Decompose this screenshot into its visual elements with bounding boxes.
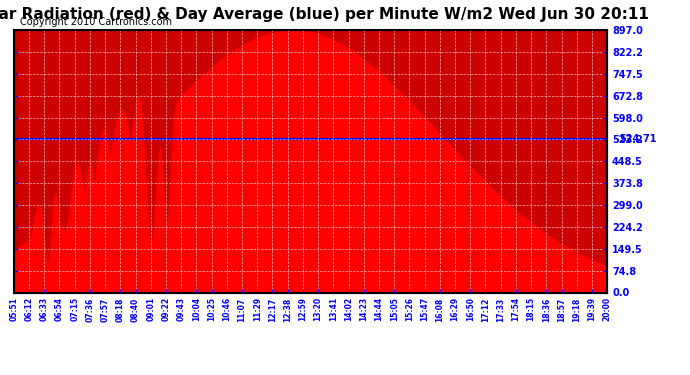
Text: Copyright 2010 Cartronics.com: Copyright 2010 Cartronics.com [20,17,172,27]
Text: 524.71: 524.71 [619,134,657,144]
Text: Solar Radiation (red) & Day Average (blue) per Minute W/m2 Wed Jun 30 20:11: Solar Radiation (red) & Day Average (blu… [0,8,649,22]
